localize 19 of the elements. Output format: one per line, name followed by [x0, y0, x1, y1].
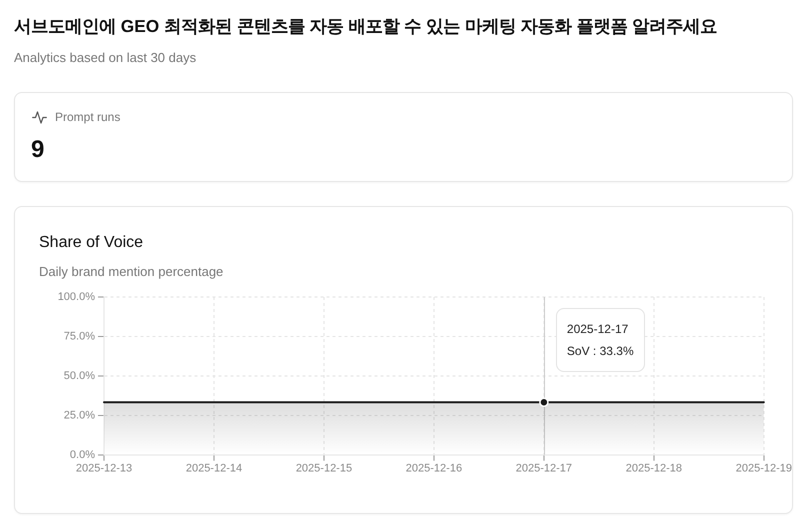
- category-label: Prompt runs: [55, 109, 120, 125]
- y-tick-label: 50.0%: [64, 370, 96, 382]
- chart-subtitle: Daily brand mention percentage: [39, 263, 224, 281]
- data-label: 9: [31, 135, 44, 165]
- y-tick-label: 75.0%: [64, 330, 96, 342]
- x-tick-label: 2025-12-14: [186, 462, 242, 474]
- x-tick-label: 2025-12-17: [516, 462, 572, 474]
- annotation: 2025-12-17 SoV : 33.3%: [566, 321, 634, 360]
- y-tick-label: 100.0%: [58, 291, 96, 304]
- chart-title: Share of Voice: [39, 233, 144, 253]
- text: 서브도메인에 GEO 최적화된 콘텐츠를 자동 배포할 수 있는 마케팅 자동화 플랫폼 알려주세요: [14, 15, 718, 38]
- text: Analytics based on last 30 days: [14, 49, 196, 67]
- x-tick-label: 2025-12-16: [406, 462, 462, 474]
- x-tick-label: 2025-12-15: [296, 462, 352, 474]
- x-tick-label: 2025-12-19: [736, 462, 792, 474]
- x-tick-label: 2025-12-13: [76, 462, 132, 474]
- y-tick-label: 0.0%: [70, 448, 96, 461]
- y-tick-label: 25.0%: [64, 409, 96, 422]
- x-tick-label: 2025-12-18: [626, 462, 682, 474]
